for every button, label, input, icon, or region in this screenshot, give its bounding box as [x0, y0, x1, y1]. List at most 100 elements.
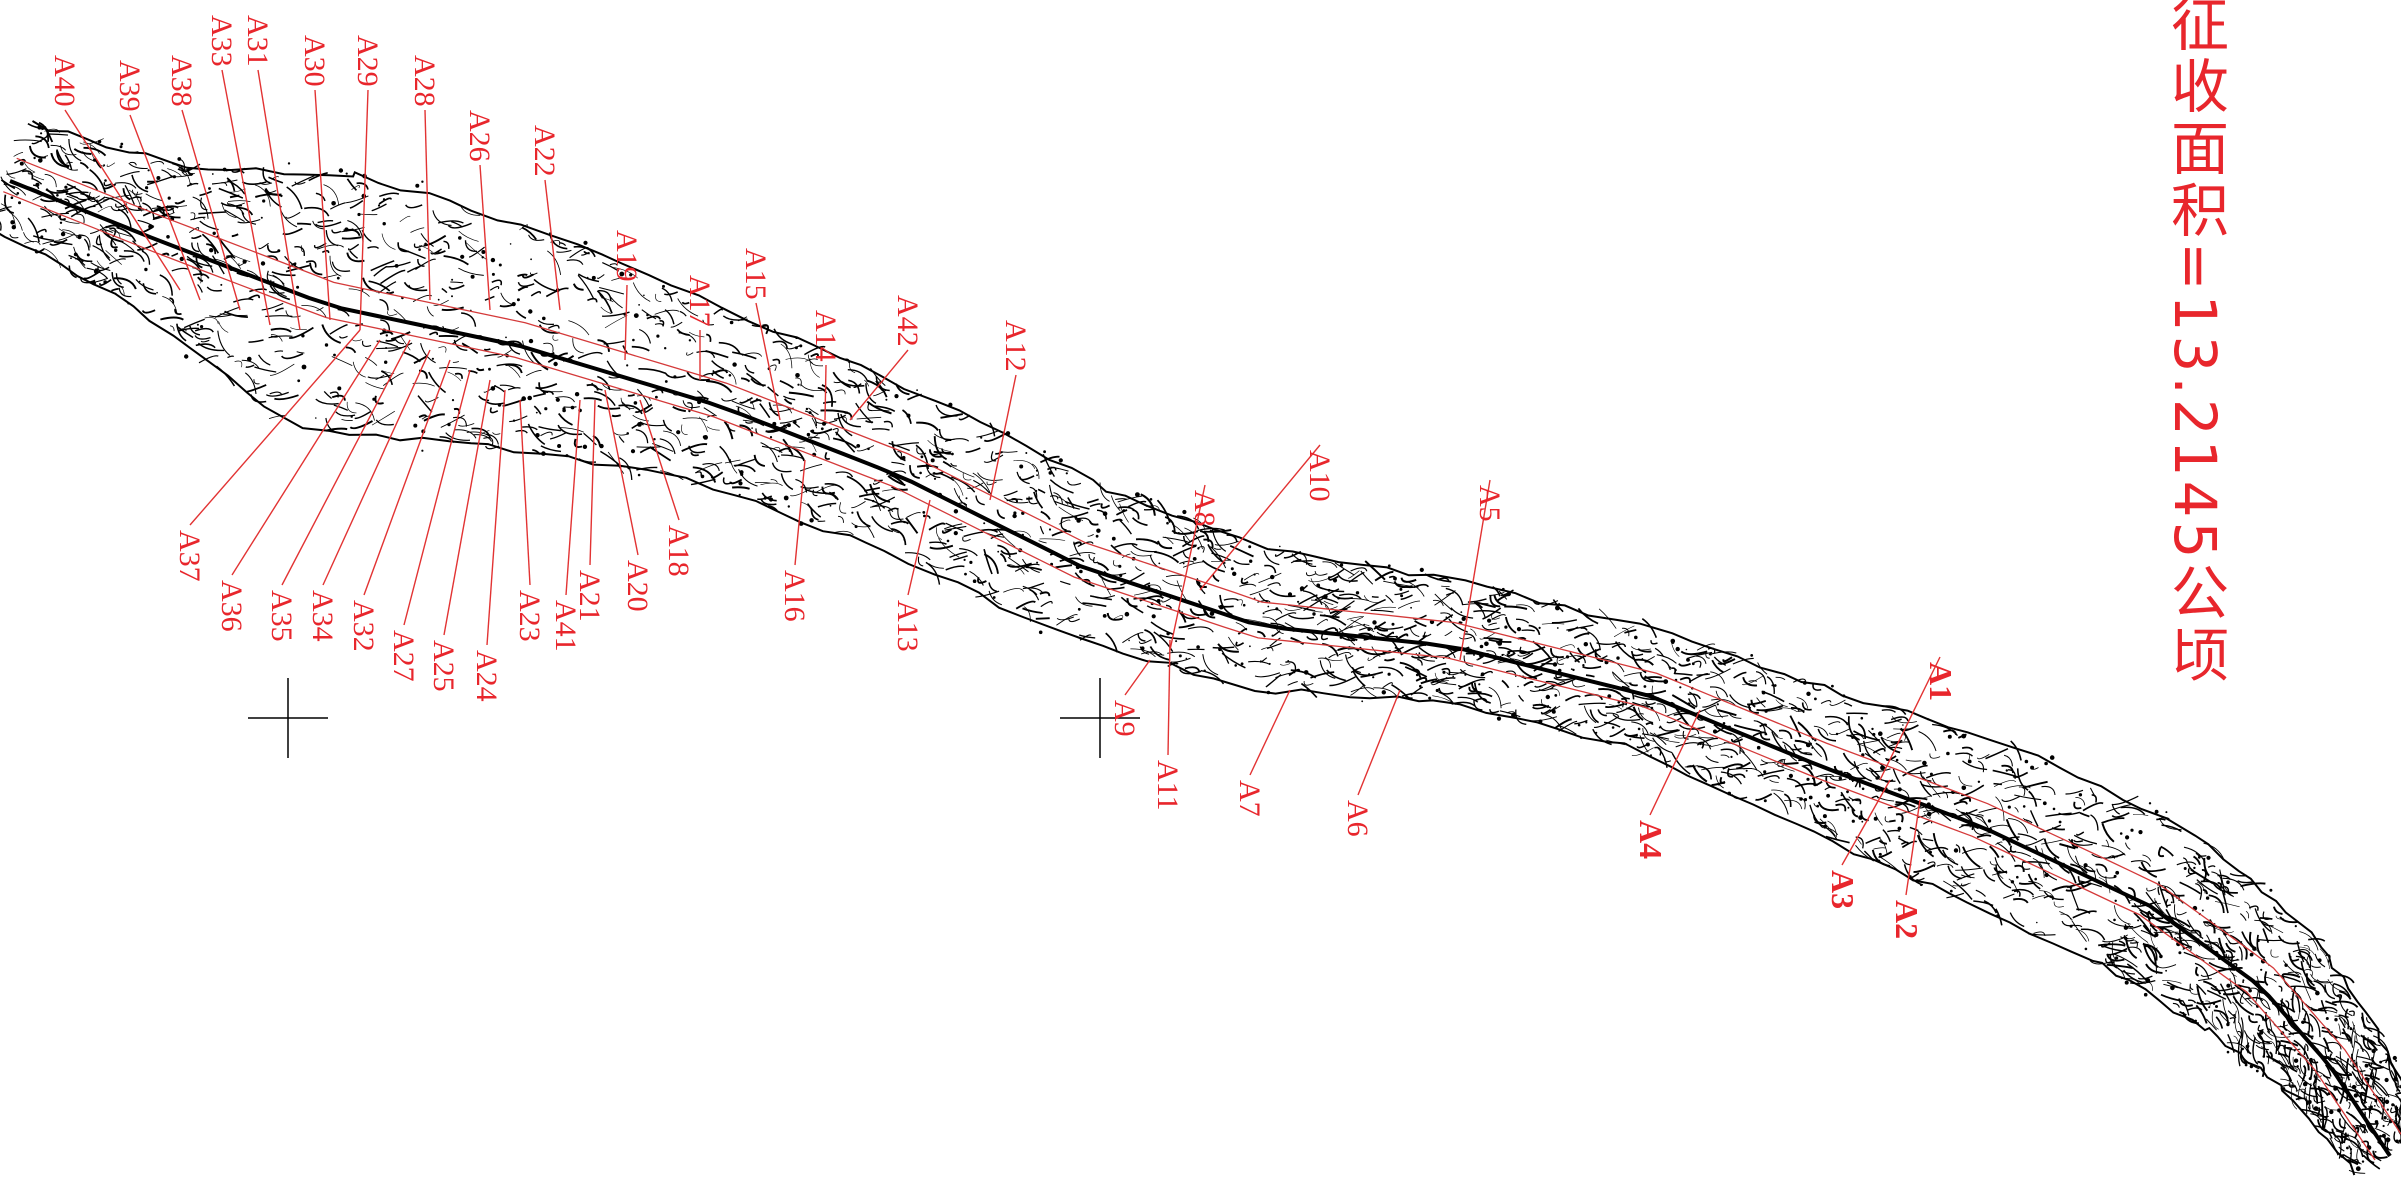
- terrain-dot: [1582, 664, 1585, 667]
- contour-line: [538, 425, 561, 432]
- terrain-dot: [1679, 686, 1682, 689]
- contour-line: [1824, 786, 1833, 791]
- terrain-dot: [138, 280, 141, 283]
- contour-line: [1266, 642, 1282, 650]
- contour-line: [1003, 588, 1024, 593]
- contour-line: [1267, 582, 1281, 587]
- terrain-dot: [799, 344, 803, 348]
- terrain-dot: [481, 256, 484, 259]
- contour-line: [521, 226, 537, 241]
- contour-line: [535, 382, 558, 390]
- contour-line: [783, 398, 793, 405]
- terrain-dot: [2349, 1027, 2353, 1031]
- contour-line: [2225, 949, 2234, 964]
- contour-line: [142, 209, 167, 217]
- contour-line: [2368, 1105, 2371, 1119]
- contour-line: [233, 298, 254, 303]
- contour-line: [779, 379, 794, 389]
- contour-line: [189, 325, 201, 336]
- terrain-dot: [1871, 727, 1874, 731]
- contour-line: [1157, 540, 1173, 550]
- leader-line-a18: [639, 399, 680, 521]
- contour-line: [528, 234, 545, 241]
- contour-line: [1126, 598, 1138, 608]
- contour-line: [928, 522, 946, 531]
- contour-line: [2285, 1000, 2290, 1008]
- terrain-dot: [1111, 536, 1116, 541]
- contour-line: [542, 390, 555, 395]
- terrain-dot: [787, 505, 790, 508]
- contour-line: [1550, 648, 1564, 659]
- contour-line: [989, 422, 996, 437]
- contour-line: [805, 358, 818, 362]
- contour-line: [447, 371, 462, 382]
- contour-line: [102, 194, 130, 201]
- contour-line: [191, 242, 200, 253]
- contour-line: [935, 404, 958, 417]
- terrain-dot: [1674, 668, 1677, 672]
- terrain-dot: [2052, 807, 2056, 811]
- terrain-dot: [1065, 472, 1068, 475]
- contour-line: [1347, 616, 1365, 620]
- terrain-dot: [2148, 802, 2152, 805]
- contour-line: [1395, 633, 1409, 641]
- contour-line: [1430, 680, 1457, 686]
- contour-line: [1240, 577, 1249, 585]
- leader-line-a23: [519, 399, 531, 586]
- contour-line: [1014, 530, 1032, 538]
- terrain-dot: [1814, 739, 1817, 742]
- contour-line: [270, 327, 292, 333]
- contour-line: [266, 274, 285, 285]
- contour-line: [556, 249, 572, 253]
- contour-line: [2113, 953, 2138, 968]
- terrain-dot: [2361, 1160, 2365, 1163]
- contour-line: [2348, 1010, 2355, 1017]
- terrain-dot: [148, 224, 153, 229]
- contour-line: [2162, 980, 2182, 984]
- contour-line: [169, 325, 175, 332]
- contour-line: [6, 168, 27, 175]
- contour-line: [916, 421, 939, 432]
- terrain-dot: [1998, 870, 2001, 874]
- contour-line: [2369, 1067, 2375, 1087]
- terrain-dot: [755, 398, 759, 401]
- contour-line: [1298, 594, 1318, 605]
- terrain-dot: [2154, 932, 2159, 938]
- contour-line: [2355, 1081, 2364, 1086]
- contour-line: [1652, 737, 1673, 754]
- contour-line: [339, 335, 348, 339]
- contour-line: [66, 161, 73, 164]
- contour-line: [2014, 794, 2042, 801]
- terrain-dot: [1552, 662, 1558, 667]
- contour-line: [1350, 619, 1375, 633]
- contour-line: [1843, 771, 1854, 783]
- contour-line: [268, 335, 293, 339]
- contour-line: [2229, 1017, 2236, 1024]
- leader-line-a35: [281, 339, 411, 586]
- terrain-dot: [277, 249, 281, 253]
- contour-line: [171, 267, 189, 272]
- contour-line: [2329, 1053, 2336, 1061]
- contour-line: [2221, 890, 2229, 914]
- contour-line: [2280, 1078, 2298, 1093]
- terrain-dot: [1185, 657, 1188, 660]
- terrain-linework: [0, 120, 2401, 1176]
- contour-line: [540, 431, 553, 437]
- contour-line: [925, 473, 935, 478]
- terrain-dot: [260, 261, 266, 266]
- contour-line: [1404, 580, 1425, 597]
- contour-line: [2264, 971, 2269, 986]
- contour-line: [1257, 600, 1271, 603]
- contour-line: [379, 192, 400, 198]
- contour-line: [397, 242, 409, 253]
- contour-line: [505, 363, 523, 374]
- parcel-boundary-edge-1: [16, 157, 2401, 1136]
- contour-line: [1878, 839, 1887, 845]
- contour-line: [1637, 648, 1652, 653]
- terrain-dot: [1799, 797, 1803, 801]
- contour-line: [333, 404, 349, 411]
- contour-line: [1349, 624, 1370, 629]
- contour-line: [1146, 605, 1162, 610]
- contour-line: [721, 397, 737, 402]
- terrain-dot: [156, 291, 158, 294]
